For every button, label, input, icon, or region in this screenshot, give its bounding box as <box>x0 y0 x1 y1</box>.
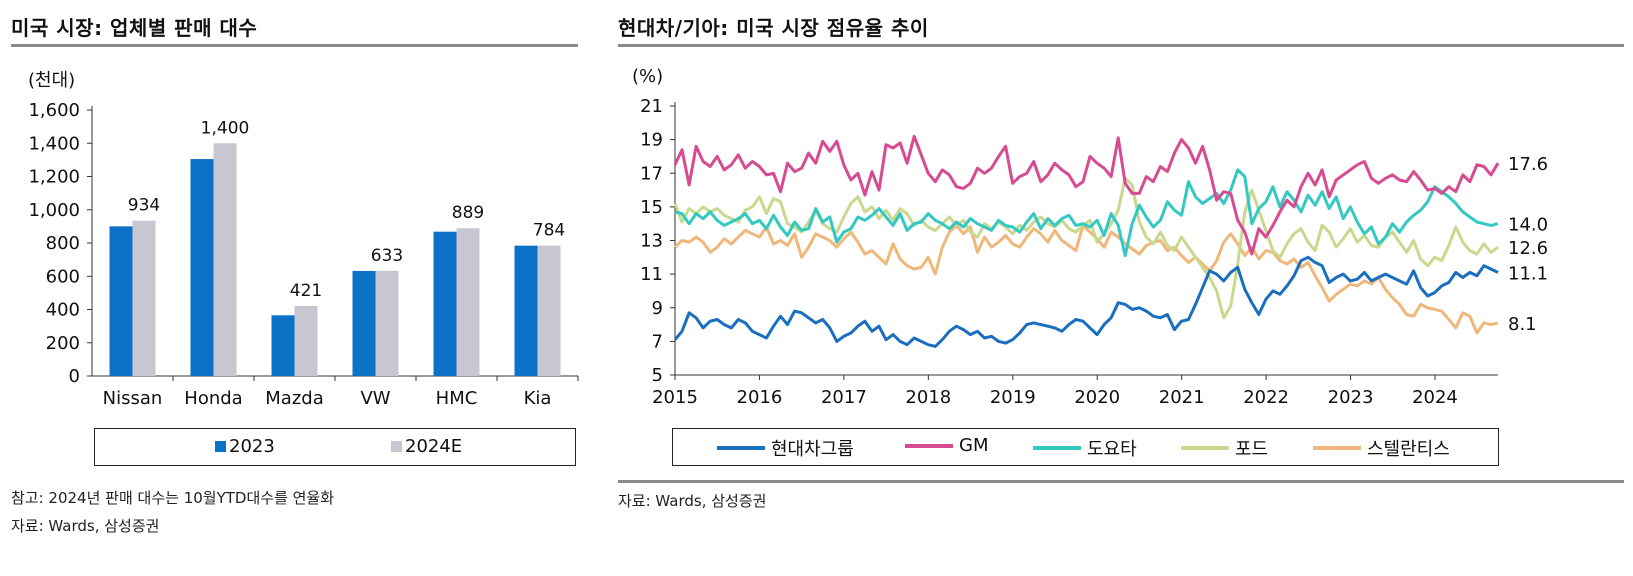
bar-2024e <box>456 228 480 376</box>
line-series-gm <box>673 134 1500 256</box>
bar-2024e <box>375 270 399 376</box>
line-y-tick-label: 21 <box>640 96 663 117</box>
line-y-tick-label: 11 <box>640 264 663 285</box>
line-series-toyota <box>674 168 1499 258</box>
bar-2023 <box>514 245 538 376</box>
legend-swatch-2023 <box>215 441 226 452</box>
line-y-tick-label: 9 <box>652 298 663 319</box>
legend-line-toyota <box>1033 446 1081 450</box>
bar-y-tick-label: 1,600 <box>28 100 80 121</box>
bar-category-label: Mazda <box>265 388 323 409</box>
legend-item-2024e: 2024E <box>391 436 462 457</box>
line-series-hyundai <box>673 255 1499 348</box>
bar-2024e <box>294 306 318 376</box>
bar-2024e <box>537 245 561 376</box>
legend-label-2024e: 2024E <box>405 436 463 457</box>
line-y-tick-label: 7 <box>652 331 663 352</box>
line-x-tick-label: 2019 <box>990 387 1036 408</box>
right-bottom-rule <box>618 480 1624 483</box>
line-x-tick-label: 2023 <box>1328 387 1374 408</box>
legend-swatch-2024e <box>391 441 402 452</box>
end-label-hyundai: 11.1 <box>1508 263 1548 284</box>
left-note-1: 참고: 2024년 판매 대수는 10월YTD대수를 연율화 <box>11 489 335 507</box>
line-legend: 현대차그룹 GM 도요타 포드 스텔란티스 <box>672 428 1499 466</box>
legend-item-stellantis: 스텔란티스 <box>1313 435 1450 461</box>
bar-2023 <box>352 270 376 376</box>
end-label-toyota: 14.0 <box>1508 215 1548 236</box>
legend-item-gm: GM <box>905 435 988 456</box>
bar-category-label: Kia <box>524 388 552 409</box>
line-x-tick-label: 2020 <box>1074 387 1120 408</box>
bar-category-label: HMC <box>436 388 478 409</box>
legend-label-ford: 포드 <box>1235 439 1269 460</box>
line-x-tick-label: 2021 <box>1159 387 1205 408</box>
right-chart-title: 현대차/기아: 미국 시장 점유율 추이 <box>618 16 929 40</box>
bar-data-label: 784 <box>533 221 565 241</box>
bar-2023 <box>190 159 214 376</box>
legend-label-2023: 2023 <box>229 436 275 457</box>
bar-chart: (천대) 0 200 400 600 800 1,000 1,200 1,400 1,600 934… <box>28 70 579 409</box>
legend-line-ford <box>1181 446 1229 450</box>
bar-y-tick-label: 800 <box>46 233 80 254</box>
bar-category-label: Nissan <box>103 388 163 409</box>
bar-data-label: 421 <box>290 281 322 301</box>
right-title-rule <box>618 44 1624 47</box>
line-x-tick-label: 2015 <box>652 387 698 408</box>
line-y-tick-label: 17 <box>640 163 663 184</box>
line-y-axis-title: (%) <box>632 66 663 87</box>
bar-2023 <box>109 226 133 376</box>
legend-label-gm: GM <box>959 435 989 456</box>
line-x-tick-label: 2024 <box>1412 387 1458 408</box>
line-chart: (%) 5 7 9 11 13 15 17 19 21 2015 2016 2017 2018 2019 20… <box>632 66 1548 408</box>
line-series-stellantis <box>673 223 1499 335</box>
bar-y-tick-label: 1,400 <box>28 133 80 154</box>
line-x-tick-label: 2022 <box>1243 387 1289 408</box>
legend-item-ford: 포드 <box>1181 435 1268 461</box>
end-label-ford: 12.6 <box>1508 238 1548 259</box>
bar-category-label: VW <box>360 388 390 409</box>
line-y-tick-label: 5 <box>652 365 663 386</box>
line-x-tick-label: 2018 <box>905 387 951 408</box>
legend-item-toyota: 도요타 <box>1033 435 1137 461</box>
bar-data-label: 934 <box>128 196 160 216</box>
line-y-tick-label: 13 <box>640 231 663 252</box>
line-x-tick-label: 2016 <box>737 387 783 408</box>
right-note-1: 자료: Wards, 삼성증권 <box>618 492 767 510</box>
bar-category-label: Honda <box>184 388 242 409</box>
left-note-2: 자료: Wards, 삼성증권 <box>11 517 160 535</box>
bar-legend: 2023 2024E <box>94 428 576 466</box>
bar-2024e <box>132 220 156 376</box>
line-y-tick-label: 15 <box>640 197 663 218</box>
bar-data-label: 1,400 <box>201 118 250 138</box>
bar-2023 <box>433 231 457 376</box>
bar-2023 <box>271 315 295 376</box>
left-chart-title: 미국 시장: 업체별 판매 대수 <box>11 16 258 40</box>
bar-y-tick-label: 1,200 <box>28 167 80 188</box>
end-label-stellantis: 8.1 <box>1508 314 1537 335</box>
legend-item-hyundai: 현대차그룹 <box>717 435 854 461</box>
legend-item-2023: 2023 <box>215 436 275 457</box>
bar-data-label: 633 <box>371 246 403 266</box>
line-y-tick-label: 19 <box>640 130 663 151</box>
bar-y-axis-title: (천대) <box>28 70 75 91</box>
legend-line-hyundai <box>717 446 765 450</box>
bar-y-tick-label: 200 <box>46 333 80 354</box>
end-label-gm: 17.6 <box>1508 154 1548 175</box>
line-x-tick-label: 2017 <box>821 387 867 408</box>
legend-label-stellantis: 스텔란티스 <box>1367 439 1450 460</box>
legend-line-gm <box>905 443 953 448</box>
bar-2024e <box>213 143 237 376</box>
bar-data-label: 889 <box>452 203 484 223</box>
legend-label-toyota: 도요타 <box>1087 439 1137 460</box>
left-title-rule <box>11 44 578 47</box>
bar-y-tick-label: 600 <box>46 266 80 287</box>
legend-line-stellantis <box>1313 446 1361 450</box>
bar-y-tick-label: 0 <box>69 366 80 387</box>
legend-label-hyundai: 현대차그룹 <box>771 439 854 460</box>
bar-y-tick-label: 1,000 <box>28 200 80 221</box>
bar-y-tick-label: 400 <box>46 300 80 321</box>
